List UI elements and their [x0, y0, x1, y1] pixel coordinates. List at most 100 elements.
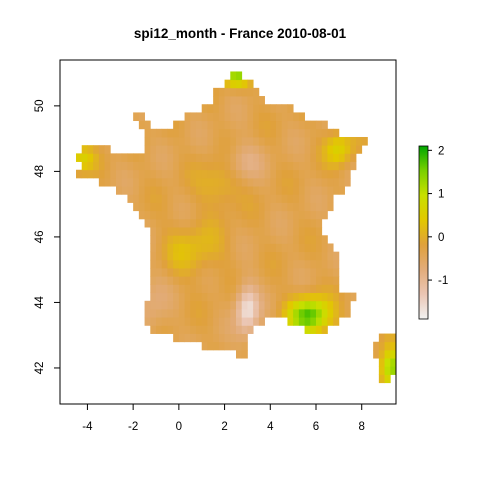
- raster-cell: [173, 128, 180, 138]
- raster-cell: [173, 243, 180, 253]
- raster-cell: [230, 251, 237, 261]
- raster-cell: [207, 128, 214, 138]
- raster-cell: [321, 202, 328, 212]
- raster-cell: [190, 161, 197, 171]
- raster-cell: [276, 202, 283, 212]
- raster-cell: [293, 210, 300, 220]
- raster-cell: [344, 308, 351, 318]
- raster-cell: [173, 284, 180, 294]
- raster-cell: [258, 136, 265, 146]
- raster-cell: [247, 128, 254, 138]
- raster-cell: [178, 284, 185, 294]
- raster-cell: [161, 194, 168, 203]
- raster-cell: [350, 153, 357, 162]
- raster-cell: [173, 268, 180, 277]
- raster-cell: [213, 169, 220, 179]
- raster-cell: [287, 308, 294, 318]
- raster-cell: [350, 292, 357, 302]
- raster-cell: [241, 153, 248, 162]
- raster-cell: [304, 292, 311, 302]
- raster-cell: [144, 161, 151, 171]
- raster-cell: [161, 259, 168, 269]
- raster-cell: [127, 186, 134, 195]
- raster-cell: [190, 186, 197, 195]
- raster-cell: [121, 169, 128, 179]
- raster-cell: [196, 333, 203, 343]
- raster-cell: [236, 87, 243, 97]
- raster-cell: [184, 112, 191, 122]
- raster-cell: [230, 259, 237, 269]
- raster-cell: [321, 210, 328, 220]
- raster-cell: [350, 145, 357, 154]
- raster-cell: [178, 308, 185, 318]
- raster-cell: [236, 202, 243, 212]
- raster-cell: [361, 136, 368, 146]
- raster-cell: [258, 202, 265, 212]
- raster-cell: [350, 136, 357, 146]
- raster-cell: [196, 243, 203, 253]
- raster-cell: [350, 161, 357, 171]
- raster-cell: [236, 276, 243, 285]
- raster-cell: [281, 186, 288, 195]
- raster-cell: [224, 202, 231, 212]
- raster-cell: [184, 333, 191, 343]
- raster-cell: [304, 145, 311, 154]
- raster-cell: [98, 145, 105, 154]
- raster-cell: [201, 128, 208, 138]
- raster-cell: [173, 218, 180, 228]
- raster-cell: [390, 333, 397, 343]
- raster-cell: [298, 210, 305, 220]
- raster-cell: [218, 300, 225, 310]
- raster-cell: [253, 202, 260, 212]
- raster-cell: [247, 276, 254, 285]
- raster-cell: [338, 145, 345, 154]
- raster-cell: [298, 218, 305, 228]
- raster-cell: [270, 128, 277, 138]
- raster-cell: [270, 292, 277, 302]
- raster-cell: [344, 292, 351, 302]
- raster-cell: [241, 161, 248, 171]
- x-tick-label: 6: [313, 421, 319, 433]
- raster-cell: [321, 194, 328, 203]
- raster-cell: [310, 325, 317, 334]
- raster-cell: [378, 366, 385, 375]
- raster-cell: [287, 145, 294, 154]
- raster-cell: [298, 268, 305, 277]
- raster-cell: [207, 341, 214, 351]
- raster-cell: [304, 235, 311, 244]
- raster-cell: [213, 194, 220, 203]
- raster-cell: [287, 284, 294, 294]
- raster-cell: [178, 259, 185, 269]
- raster-cell: [304, 210, 311, 220]
- raster-cell: [224, 227, 231, 236]
- raster-cell: [247, 79, 254, 89]
- raster-cell: [236, 300, 243, 310]
- raster-cell: [293, 186, 300, 195]
- raster-cell: [167, 235, 174, 244]
- raster-cell: [321, 177, 328, 187]
- raster-cell: [276, 292, 283, 302]
- raster-cell: [178, 202, 185, 212]
- raster-cell: [230, 120, 237, 130]
- raster-cell: [304, 325, 311, 334]
- raster-cell: [304, 177, 311, 187]
- raster-cell: [316, 136, 323, 146]
- raster-cell: [281, 243, 288, 253]
- raster-cell: [241, 169, 248, 179]
- raster-cell: [236, 333, 243, 343]
- raster-cell: [184, 292, 191, 302]
- raster-cell: [104, 169, 111, 179]
- raster-cell: [316, 235, 323, 244]
- x-tick-label: -2: [128, 421, 138, 433]
- raster-cell: [304, 243, 311, 253]
- raster-cell: [167, 202, 174, 212]
- raster-cell: [133, 202, 140, 212]
- raster-cell: [138, 161, 145, 171]
- raster-cell: [338, 308, 345, 318]
- raster-cell: [213, 251, 220, 261]
- raster-cell: [230, 186, 237, 195]
- raster-cell: [253, 227, 260, 236]
- raster-cell: [236, 341, 243, 351]
- raster-cell: [167, 161, 174, 171]
- raster-cell: [144, 218, 151, 228]
